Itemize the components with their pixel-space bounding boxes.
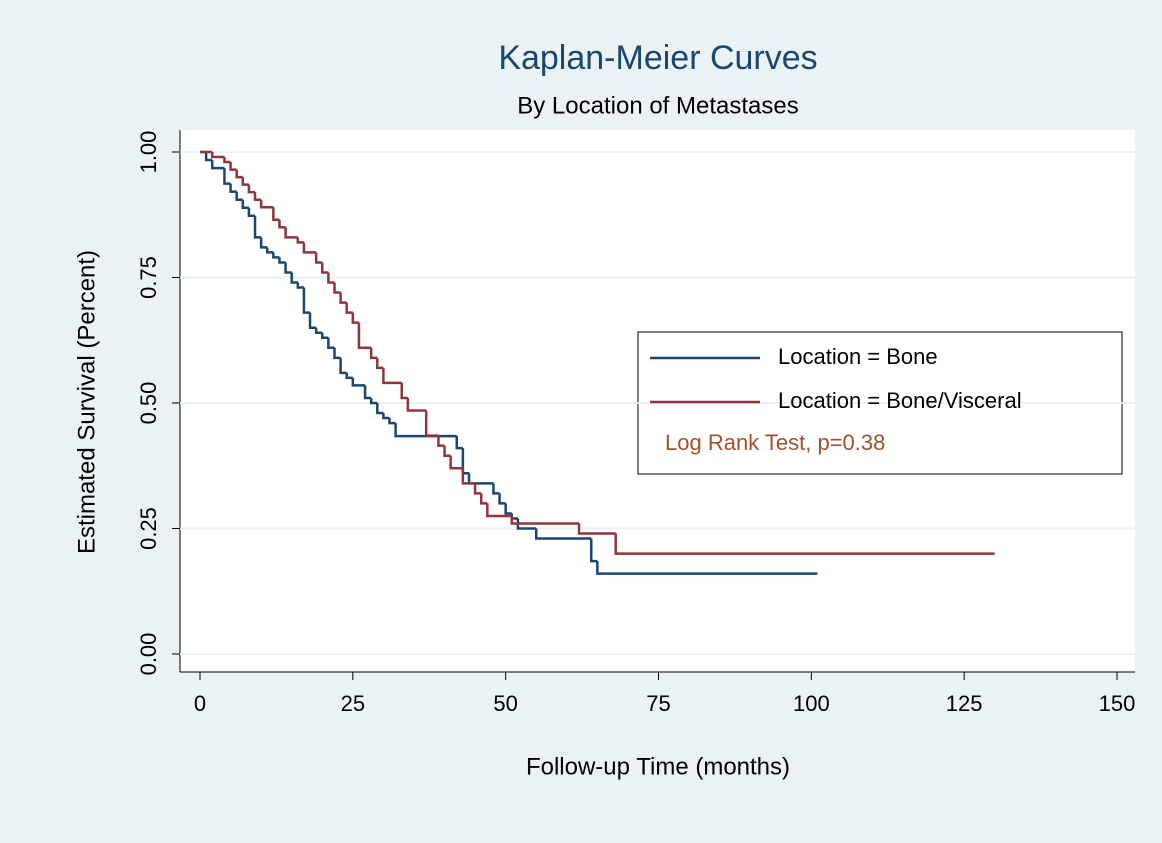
survival-step (296, 237, 304, 244)
x-tick-label: 150 (1099, 691, 1136, 716)
survival-step (369, 397, 378, 405)
annotation: Log Rank Test, p=0.38 (665, 430, 885, 455)
survival-step (259, 237, 268, 249)
y-tick-label: 0.25 (136, 507, 161, 550)
survival-step (229, 162, 237, 171)
survival-step (284, 262, 292, 274)
x-tick-label: 125 (946, 691, 983, 716)
survival-step (614, 533, 995, 555)
y-tick-label: 0.75 (136, 256, 161, 299)
x-tick-label: 25 (341, 691, 365, 716)
survival-step (204, 152, 213, 162)
survival-step (302, 287, 311, 314)
survival-step (253, 192, 262, 201)
survival-step (534, 528, 592, 540)
survival-step (259, 199, 274, 209)
survival-step (382, 413, 390, 420)
survival-step (314, 252, 323, 264)
survival-step (333, 347, 341, 360)
survival-step (235, 191, 243, 201)
survival-step (265, 247, 274, 254)
survival-step (253, 215, 262, 239)
survival-step (290, 272, 298, 284)
survival-step (272, 207, 280, 222)
y-tick-label: 1.00 (136, 131, 161, 174)
x-tick-label: 50 (493, 691, 517, 716)
survival-step (210, 160, 225, 170)
survival-step (247, 184, 256, 194)
survival-step (388, 418, 396, 425)
survival-step (284, 227, 298, 239)
survival-step (369, 347, 378, 360)
survival-step (314, 327, 323, 334)
survival-step (241, 177, 249, 186)
survival-step (229, 183, 237, 193)
y-tick-label: 0.50 (136, 382, 161, 425)
survival-step (302, 242, 317, 254)
survival-step (235, 169, 243, 179)
survival-step (516, 518, 537, 530)
survival-step (382, 367, 402, 385)
survival-step (363, 385, 372, 400)
survival-step (406, 397, 427, 412)
y-axis-label: Estimated Survival (Percent) (73, 250, 100, 554)
survival-step (351, 377, 366, 387)
survival-step (223, 157, 231, 164)
x-tick-label: 100 (793, 691, 830, 716)
survival-step (321, 262, 329, 274)
survival-step (241, 199, 249, 209)
survival-step (510, 515, 580, 525)
survival-step (278, 257, 286, 264)
survival-step (376, 357, 384, 370)
x-axis-label: Follow-up Time (months) (526, 753, 790, 780)
survival-step (327, 272, 335, 284)
chart-title: Kaplan-Meier Curves (498, 39, 817, 77)
survival-step (327, 337, 335, 350)
survival-step (400, 382, 408, 400)
survival-step (345, 302, 353, 314)
survival-step (210, 152, 225, 159)
survival-step (357, 322, 372, 350)
survival-step (278, 219, 286, 229)
survival-step (424, 410, 439, 437)
y-tick-label: 0.00 (136, 633, 161, 676)
survival-step (596, 561, 818, 575)
survival-step (577, 523, 616, 535)
survival-step (461, 468, 476, 485)
survival-step (296, 282, 304, 289)
survival-step (339, 357, 347, 375)
survival-step (339, 292, 347, 304)
survival-step (321, 332, 329, 339)
survival-step (223, 168, 231, 185)
survival-step (345, 372, 353, 380)
survival-step (443, 445, 451, 457)
survival-step (376, 403, 384, 415)
survival-step (504, 503, 512, 515)
survival-step (492, 483, 500, 495)
survival-step (308, 312, 317, 329)
survival-step (486, 503, 512, 518)
legend-label: Location = Bone/Visceral (778, 388, 1022, 413)
survival-step (351, 312, 359, 324)
survival-step (498, 493, 506, 505)
survival-step (333, 282, 341, 294)
legend-label: Location = Bone (778, 344, 938, 369)
survival-step (479, 493, 488, 505)
survival-step (272, 252, 280, 259)
survival-step (473, 483, 482, 495)
survival-step (437, 435, 445, 447)
chart-subtitle: By Location of Metastases (517, 92, 798, 119)
x-tick-label: 0 (194, 691, 206, 716)
survival-step (449, 455, 463, 470)
x-tick-label: 75 (646, 691, 670, 716)
survival-step (455, 436, 463, 450)
survival-step (590, 538, 598, 563)
survival-step (247, 207, 256, 218)
